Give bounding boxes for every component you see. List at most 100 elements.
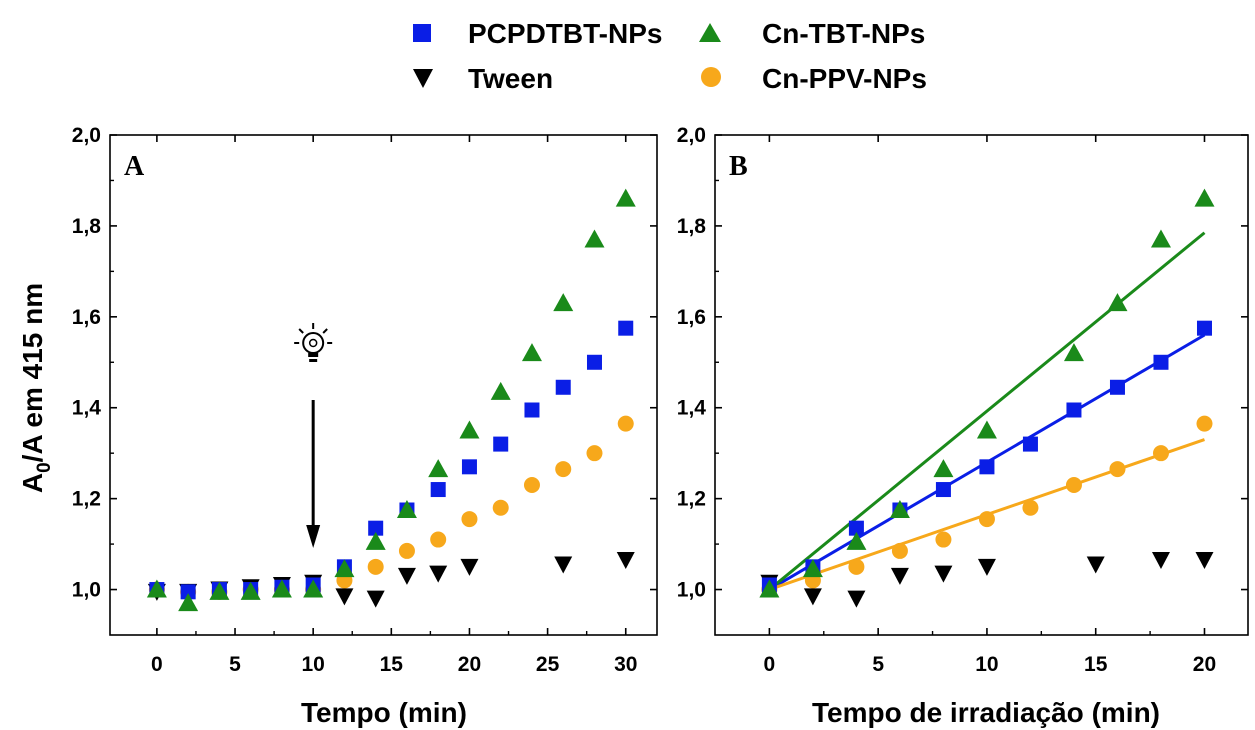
point-cn-tbt-nps — [1150, 229, 1171, 248]
point-cn-ppv-nps — [555, 461, 572, 478]
point-cn-ppv-nps — [1152, 445, 1169, 462]
panel-b-x-axis-title: Tempo de irradiação (min) — [812, 697, 1160, 728]
point-cn-ppv-nps — [492, 499, 509, 516]
point-cn-tbt-nps — [396, 500, 417, 518]
y-axis-title: A0/A em 415 nm — [17, 283, 55, 493]
panel-b-label: B — [729, 151, 748, 182]
lightbulb-icon — [294, 323, 333, 362]
x-tick-label: 5 — [229, 653, 241, 676]
point-cn-tbt-nps — [428, 459, 449, 478]
fit-line-cn-tbt-nps — [768, 231, 1206, 591]
point-pcpdtbt-nps — [1196, 320, 1212, 336]
point-cn-ppv-nps — [1022, 499, 1039, 516]
point-cn-ppv-nps — [461, 511, 478, 528]
legend-label-tween: Tween — [468, 63, 553, 94]
y-tick-label: 1,0 — [72, 579, 101, 602]
point-tween — [366, 590, 385, 608]
x-tick-label: 10 — [301, 653, 324, 676]
legend-label-pcpdtbt: PCPDTBT-NPs — [468, 18, 662, 49]
point-tween — [616, 552, 635, 569]
point-pcpdtbt-nps — [430, 482, 446, 498]
point-cn-tbt-nps — [584, 229, 605, 248]
panel-a-x-ticks: 0 5 10 15 20 25 30 — [151, 135, 637, 676]
point-pcpdtbt-nps — [461, 459, 477, 475]
x-tick-label: 15 — [1084, 653, 1108, 676]
point-cn-ppv-nps — [848, 558, 865, 575]
x-tick-label: 20 — [1193, 653, 1216, 676]
point-pcpdtbt-nps — [555, 379, 571, 395]
legend-marker-cn-ppv — [701, 67, 721, 87]
panel-b-y-ticks: 1,0 1,2 1,4 1,6 1,8 2,0 — [677, 124, 1248, 602]
point-cn-tbt-nps — [521, 343, 542, 362]
x-tick-label: 15 — [380, 653, 404, 676]
point-tween — [397, 567, 416, 585]
point-tween — [460, 558, 479, 576]
y-tick-label: 1,4 — [677, 397, 707, 420]
panel-b-fit-lines — [768, 231, 1206, 591]
point-cn-ppv-nps — [1196, 415, 1213, 432]
y-tick-label: 1,0 — [677, 579, 706, 602]
x-tick-label: 25 — [536, 653, 560, 676]
point-cn-tbt-nps — [178, 593, 199, 612]
point-cn-ppv-nps — [367, 558, 384, 575]
point-cn-tbt-nps — [1063, 343, 1084, 362]
point-cn-tbt-nps — [209, 581, 230, 600]
point-cn-tbt-nps — [303, 579, 324, 598]
point-pcpdtbt-nps — [1066, 402, 1082, 418]
panel-a-y-ticks: 1,0 1,2 1,4 1,6 1,8 2,0 — [72, 124, 657, 602]
point-pcpdtbt-nps — [935, 482, 951, 498]
y-tick-label: 1,6 — [72, 306, 101, 329]
light-arrow-head — [306, 525, 321, 548]
point-pcpdtbt-nps — [586, 354, 602, 370]
y-tick-label: 1,8 — [72, 215, 102, 238]
x-tick-label: 30 — [614, 653, 637, 676]
point-cn-tbt-nps — [846, 531, 867, 550]
y-tick-label: 2,0 — [677, 124, 706, 147]
point-tween — [1151, 552, 1170, 569]
panel-a-frame — [109, 134, 658, 636]
point-cn-ppv-nps — [978, 511, 995, 528]
panel-b-x-ticks: 0 5 10 15 20 — [764, 135, 1216, 676]
point-tween — [977, 558, 996, 576]
legend: PCPDTBT-NPs Cn-TBT-NPs Tween Cn-PPV-NPs — [413, 18, 927, 94]
point-cn-ppv-nps — [1065, 477, 1082, 493]
point-pcpdtbt-nps — [618, 320, 634, 336]
y-tick-label: 1,2 — [72, 488, 101, 511]
panel-a: A 1,0 1,2 1,4 1,6 1,8 2,0 0 5 10 15 20 25 30 Tempo … — [72, 124, 658, 728]
point-cn-tbt-nps — [490, 381, 511, 400]
point-pcpdtbt-nps — [1022, 436, 1038, 452]
point-tween — [847, 590, 866, 608]
x-tick-label: 0 — [151, 653, 163, 676]
x-tick-label: 5 — [872, 653, 884, 676]
point-cn-tbt-nps — [615, 188, 636, 207]
panel-b-frame — [714, 134, 1249, 636]
panel-a-x-axis-title: Tempo (min) — [301, 697, 467, 728]
panel-a-label: A — [124, 151, 145, 182]
point-tween — [934, 565, 953, 583]
point-cn-tbt-nps — [553, 293, 574, 312]
point-cn-ppv-nps — [1109, 461, 1126, 478]
y-tick-label: 2,0 — [72, 124, 101, 147]
point-cn-tbt-nps — [459, 420, 480, 439]
point-pcpdtbt-nps — [848, 520, 864, 536]
point-pcpdtbt-nps — [979, 459, 995, 475]
point-cn-tbt-nps — [933, 459, 954, 478]
point-cn-tbt-nps — [759, 579, 780, 598]
point-tween — [335, 588, 354, 606]
point-cn-tbt-nps — [1107, 293, 1128, 312]
point-cn-tbt-nps — [889, 500, 910, 518]
y-tick-label: 1,4 — [72, 397, 102, 420]
x-tick-label: 0 — [764, 653, 776, 676]
point-cn-tbt-nps — [334, 559, 355, 578]
x-tick-label: 20 — [458, 653, 481, 676]
panel-b-points — [759, 188, 1215, 608]
point-cn-ppv-nps — [891, 542, 908, 559]
point-cn-tbt-nps — [240, 581, 261, 600]
y-tick-label: 1,6 — [677, 306, 706, 329]
point-cn-tbt-nps — [802, 559, 823, 578]
point-cn-ppv-nps — [935, 531, 952, 548]
point-pcpdtbt-nps — [368, 520, 384, 536]
point-pcpdtbt-nps — [1153, 354, 1169, 370]
point-pcpdtbt-nps — [493, 436, 509, 452]
point-tween — [1195, 552, 1214, 569]
